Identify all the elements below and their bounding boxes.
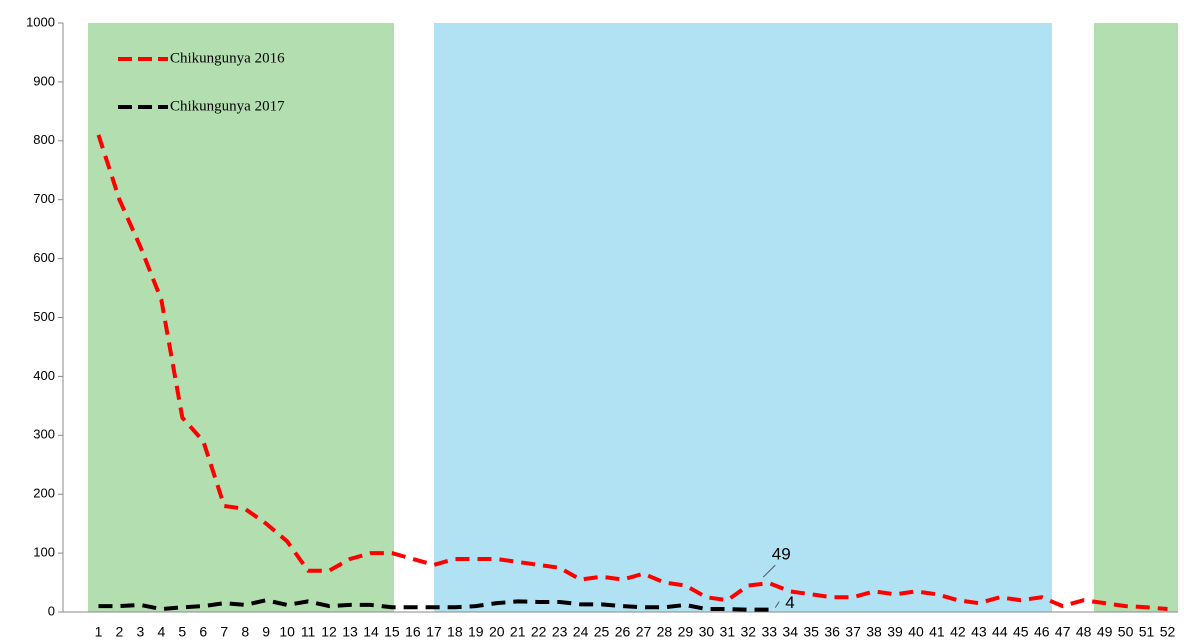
x-tick-label: 41 [929, 624, 945, 640]
season-band [1094, 23, 1178, 612]
data-label: 4 [785, 593, 794, 612]
x-tick-label: 32 [740, 624, 756, 640]
x-tick-label: 10 [279, 624, 295, 640]
x-tick-label: 12 [321, 624, 337, 640]
legend: Chikungunya 2016 Chikungunya 2017 [118, 50, 285, 114]
x-tick-label: 50 [1118, 624, 1134, 640]
x-tick-label: 29 [678, 624, 694, 640]
x-tick-label: 45 [1013, 624, 1029, 640]
legend-label: Chikungunya 2016 [170, 50, 285, 66]
x-tick-label: 27 [636, 624, 652, 640]
x-tick-label: 23 [552, 624, 568, 640]
x-tick-label: 35 [803, 624, 819, 640]
y-tick-label: 300 [33, 427, 55, 442]
y-tick-label: 200 [33, 486, 55, 501]
y-tick-label: 500 [33, 309, 55, 324]
x-tick-label: 31 [720, 624, 736, 640]
y-tick-label: 700 [33, 191, 55, 206]
x-tick-label: 4 [157, 624, 165, 640]
season-band [88, 23, 394, 612]
x-tick-label: 17 [426, 624, 442, 640]
x-tick-label: 26 [615, 624, 631, 640]
x-tick-label: 37 [845, 624, 861, 640]
x-tick-label: 8 [241, 624, 249, 640]
x-tick-label: 19 [468, 624, 484, 640]
season-band [434, 23, 1052, 612]
x-tick-label: 20 [489, 624, 505, 640]
y-tick-label: 800 [33, 132, 55, 147]
x-tick-label: 52 [1160, 624, 1176, 640]
x-tick-label: 30 [699, 624, 715, 640]
leader-line [762, 564, 776, 578]
x-tick-label: 44 [992, 624, 1008, 640]
legend-label: Chikungunya 2017 [170, 98, 285, 114]
x-tick-label: 49 [1097, 624, 1113, 640]
series-line [98, 598, 770, 612]
x-tick-label: 48 [1076, 624, 1092, 640]
x-tick-label: 3 [137, 624, 145, 640]
data-label: 49 [772, 545, 791, 564]
x-tick-label: 13 [342, 624, 358, 640]
x-tick-label: 34 [782, 624, 798, 640]
y-tick-label: 400 [33, 368, 55, 383]
x-tick-label: 22 [531, 624, 547, 640]
x-tick-label: 6 [199, 624, 207, 640]
y-tick-label: 1000 [26, 14, 55, 29]
x-tick-label: 47 [1055, 624, 1071, 640]
x-tick-label: 36 [824, 624, 840, 640]
x-tick-label: 7 [220, 624, 228, 640]
y-tick-label: 600 [33, 250, 55, 265]
x-tick-label: 18 [447, 624, 463, 640]
x-tick-label: 51 [1139, 624, 1155, 640]
x-tick-label: 42 [950, 624, 966, 640]
x-tick-label: 2 [116, 624, 124, 640]
x-tick-label: 43 [971, 624, 987, 640]
leader-line [774, 601, 780, 608]
x-tick-label: 28 [657, 624, 673, 640]
x-tick-label: 46 [1034, 624, 1050, 640]
x-tick-label: 14 [363, 624, 379, 640]
x-tick-label: 16 [405, 624, 421, 640]
x-tick-label: 39 [887, 624, 903, 640]
x-tick-label: 15 [384, 624, 400, 640]
x-tick-label: 40 [908, 624, 924, 640]
x-tick-label: 21 [510, 624, 526, 640]
x-tick-label: 1 [95, 624, 103, 640]
series-line [96, 134, 1168, 612]
x-tick-label: 5 [178, 624, 186, 640]
x-tick-label: 9 [262, 624, 270, 640]
x-tick-label: 24 [573, 624, 589, 640]
y-tick-label: 100 [33, 545, 55, 560]
y-tick-label: 0 [48, 603, 55, 618]
x-tick-label: 11 [301, 624, 316, 640]
y-tick-label: 900 [33, 73, 55, 88]
x-tick-label: 25 [594, 624, 610, 640]
x-tick-label: 33 [761, 624, 777, 640]
x-tick-label: 38 [866, 624, 882, 640]
